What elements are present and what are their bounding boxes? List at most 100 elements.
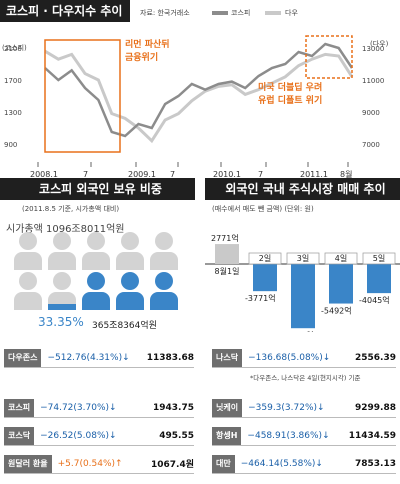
x-tick-label: 2008.1 bbox=[30, 170, 58, 179]
index-row: 원달러 환율 +5.7(0.54%)↑ 1067.4원 bbox=[4, 454, 194, 474]
trade-category-label: 5일 bbox=[373, 254, 385, 263]
person-body-icon bbox=[48, 252, 76, 270]
index-change: −464.14(5.58%)↓ bbox=[240, 458, 323, 469]
index-value: 1067.4원 bbox=[150, 460, 194, 470]
source-label: 자료: 한국거래소 bbox=[140, 9, 190, 17]
left-tick-label: 900 bbox=[4, 141, 17, 149]
person-icon bbox=[121, 272, 139, 290]
person-icon bbox=[121, 232, 139, 250]
person-icon bbox=[87, 232, 105, 250]
x-tick-label: 8월 bbox=[340, 169, 352, 179]
foreign-share-pct: 33.35% bbox=[38, 315, 84, 329]
trade-category-box bbox=[286, 252, 320, 265]
index-value: 11383.68 bbox=[146, 352, 194, 363]
doubledip-annotation-1: 미국 더블딥 우려 bbox=[258, 81, 322, 93]
trade-category-label: 4일 bbox=[335, 254, 347, 263]
trade-category-label: 3일 bbox=[297, 254, 309, 263]
right-tick-label: 7000 bbox=[362, 141, 380, 149]
index-name-tag: 원달러 환율 bbox=[4, 454, 52, 473]
trade-bar-value: -4045억 bbox=[359, 295, 390, 305]
index-change: −458.91(3.86%)↓ bbox=[247, 430, 330, 441]
left-tick-label: 1300 bbox=[4, 109, 22, 117]
person-body-icon bbox=[116, 292, 144, 310]
legend-kospi-label: 코스피 bbox=[231, 9, 251, 17]
x-tick-label: 2010.1 bbox=[213, 170, 241, 179]
x-tick-label: 2011.1 bbox=[300, 170, 328, 179]
trade-bar bbox=[253, 264, 277, 292]
trade-category-label: 8월1일 bbox=[215, 266, 240, 276]
trade-bar bbox=[215, 244, 239, 264]
ownership-title: 코스피 외국인 보유 비중 bbox=[0, 178, 195, 200]
right-tick-label: 11000 bbox=[362, 77, 384, 85]
trade-category-label: 2일 bbox=[259, 254, 271, 263]
index-name-tag: 닛케이 bbox=[212, 398, 243, 417]
person-icon bbox=[53, 272, 71, 290]
person-body-icon bbox=[116, 252, 144, 270]
index-row: 항셍H −458.91(3.86%)↓ 11434.59 bbox=[212, 426, 396, 446]
dow-series-line bbox=[44, 49, 354, 144]
lehman-annotation-1: 리먼 파산뒤 bbox=[125, 38, 170, 50]
person-body-icon bbox=[82, 252, 110, 270]
trade-category-box bbox=[248, 252, 282, 265]
trade-category-box bbox=[324, 252, 358, 265]
index-name-tag: 코스닥 bbox=[4, 426, 35, 445]
index-name-tag: 항셍H bbox=[212, 426, 242, 445]
lehman-highlight-box bbox=[44, 39, 121, 153]
index-row: 다우존스 −512.76(4.31%)↓ 11383.68 bbox=[4, 348, 194, 368]
person-icon bbox=[53, 232, 71, 250]
kospi-dow-line-chart: (코스피) (다우) 2100 1700 1300 900 13000 11000 900… bbox=[2, 35, 389, 179]
person-body-icon bbox=[150, 292, 178, 310]
index-change: −359.3(3.72%)↓ bbox=[248, 402, 325, 413]
index-value: 2556.39 bbox=[355, 352, 396, 363]
x-tick-label: 7 bbox=[170, 170, 175, 179]
x-tick-label: 2009.1 bbox=[128, 170, 156, 179]
trade-bar-value: 2771억 bbox=[211, 233, 239, 243]
person-icon bbox=[19, 232, 37, 250]
trade-note: (매수에서 매도 뺀 금액) (단위: 원) bbox=[212, 205, 314, 213]
index-name-tag: 다우존스 bbox=[4, 348, 42, 367]
index-change: −136.68(5.08%)↓ bbox=[248, 352, 331, 363]
index-row: 코스피 −74.72(3.70%)↓ 1943.75 bbox=[4, 398, 194, 418]
trade-bar-value: -3771억 bbox=[245, 293, 276, 303]
index-row: 닛케이 −359.3(3.72%)↓ 9299.88 bbox=[212, 398, 396, 418]
trade-category-box bbox=[362, 252, 396, 265]
doubledip-highlight-box bbox=[305, 35, 353, 79]
x-tick-label: 7 bbox=[83, 170, 88, 179]
person-icon bbox=[87, 272, 105, 290]
foreign-trade-bar-chart: 2771억 8월1일 -3771억 2일 -8917억 3일 -5492억 4일 -4045억 5… bbox=[205, 233, 400, 332]
index-value: 1943.75 bbox=[153, 402, 194, 413]
person-body-icon bbox=[48, 292, 76, 310]
index-row: 나스닥 −136.68(5.08%)↓ 2556.39 bbox=[212, 348, 396, 368]
person-icon bbox=[19, 272, 37, 290]
person-body-icon bbox=[14, 292, 42, 310]
person-body-icon bbox=[14, 252, 42, 270]
legend-dow-label: 다우 bbox=[285, 9, 298, 17]
index-change: −26.52(5.08%)↓ bbox=[40, 430, 117, 441]
top-chart-title: 코스피 · 다우지수 추이 bbox=[0, 0, 130, 22]
legend-dow-swatch bbox=[265, 11, 281, 15]
trade-bar-value: -8917억 bbox=[283, 330, 314, 332]
trade-bar bbox=[367, 264, 391, 294]
index-row: 대만 −464.14(5.58%)↓ 7853.13 bbox=[212, 454, 396, 474]
right-tick-label: 9000 bbox=[362, 109, 380, 117]
person-icon bbox=[155, 272, 173, 290]
trade-title: 외국인 국내 주식시장 매매 추이 bbox=[205, 178, 400, 200]
right-axis-unit: (다우) bbox=[370, 39, 389, 48]
left-tick-label: 1700 bbox=[4, 77, 22, 85]
foreign-share-amount: 365조8364억원 bbox=[92, 321, 157, 331]
trade-bar bbox=[329, 264, 353, 304]
index-footnote: *다우존스, 나스닥은 4일(현지시각) 기준 bbox=[250, 374, 361, 382]
index-value: 7853.13 bbox=[355, 458, 396, 469]
doubledip-annotation-2: 유럽 디폴트 위기 bbox=[258, 94, 322, 106]
left-axis-unit: (코스피) bbox=[2, 43, 27, 52]
market-cap-label: 시가총액 1096조8011억원 bbox=[6, 224, 125, 235]
left-tick-label: 2100 bbox=[4, 45, 22, 53]
index-name-tag: 나스닥 bbox=[212, 348, 243, 367]
index-value: 495.55 bbox=[159, 430, 194, 441]
index-value: 9299.88 bbox=[355, 402, 396, 413]
index-change: −74.72(3.70%)↓ bbox=[40, 402, 117, 413]
lehman-annotation-2: 금융위기 bbox=[125, 51, 158, 63]
trade-bar bbox=[291, 264, 315, 329]
index-change: −512.76(4.31%)↓ bbox=[47, 352, 130, 363]
ownership-note: (2011.8.5 기준, 시가총액 대비) bbox=[22, 205, 120, 213]
